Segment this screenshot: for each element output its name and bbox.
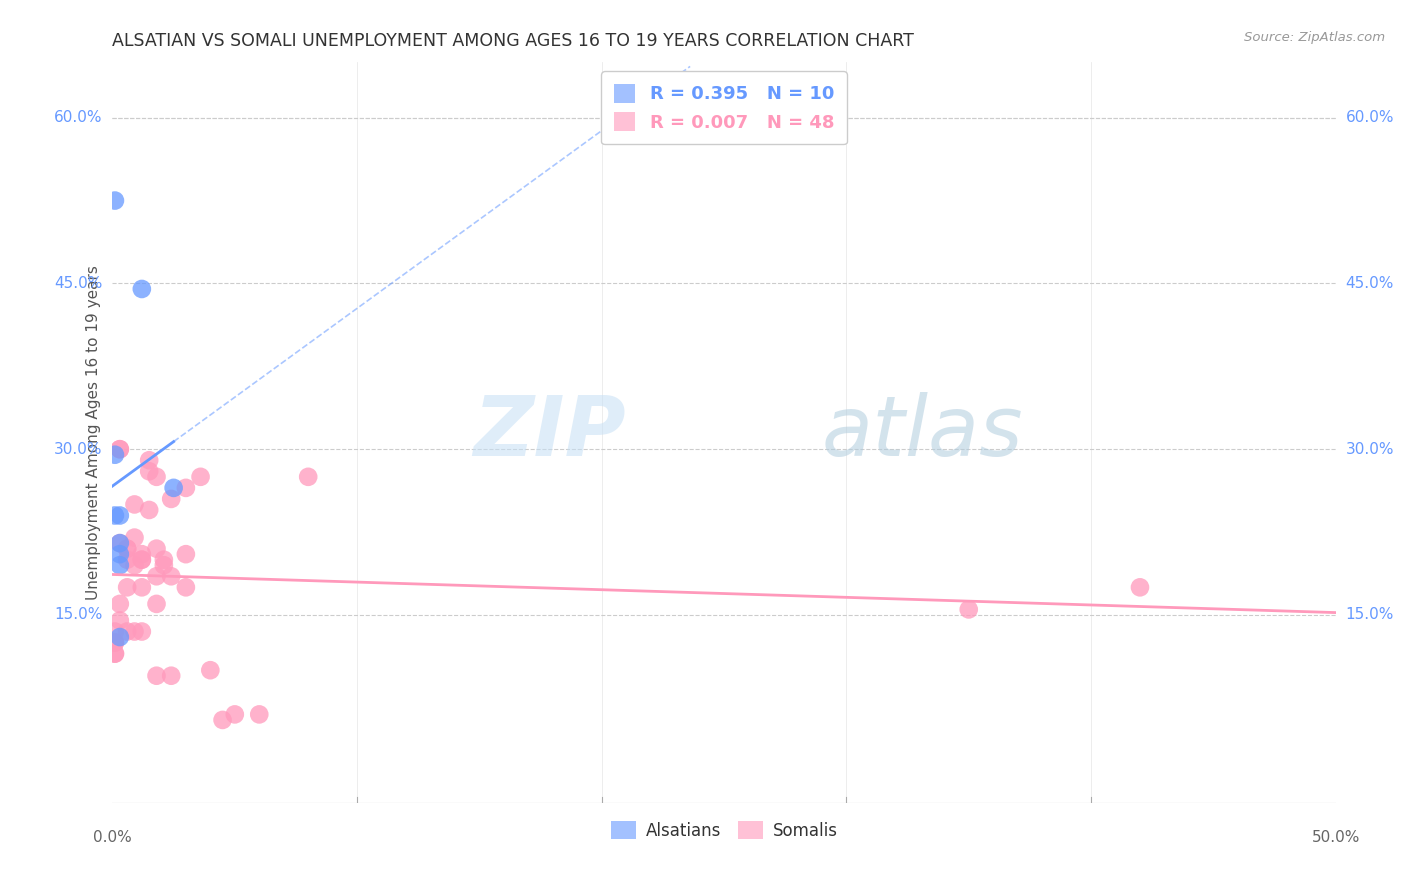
Point [104,647,127,661]
Point [174,580,197,594]
Point [104,194,127,208]
Point [124,531,146,545]
Point [131,547,153,561]
Point [145,669,167,683]
Point [131,552,153,566]
Point [124,624,146,639]
Point [115,552,138,566]
Text: 45.0%: 45.0% [55,276,103,291]
Point [1129,580,1152,594]
Point [153,558,176,573]
Text: ALSATIAN VS SOMALI UNEMPLOYMENT AMONG AGES 16 TO 19 YEARS CORRELATION CHART: ALSATIAN VS SOMALI UNEMPLOYMENT AMONG AG… [112,32,914,50]
Point [115,541,138,556]
Point [108,442,131,457]
Point [145,470,167,484]
Point [163,481,186,495]
Point [115,624,138,639]
Point [131,282,153,296]
Point [160,669,183,683]
Point [160,491,183,506]
Text: ZIP: ZIP [474,392,626,473]
Y-axis label: Unemployment Among Ages 16 to 19 years: Unemployment Among Ages 16 to 19 years [86,265,101,600]
Point [108,536,131,550]
Point [153,552,176,566]
Text: 60.0%: 60.0% [55,111,103,125]
Point [160,569,183,583]
Point [247,707,270,722]
Point [138,464,160,478]
Point [131,580,153,594]
Text: Source: ZipAtlas.com: Source: ZipAtlas.com [1244,31,1385,45]
Legend: Alsatians, Somalis: Alsatians, Somalis [605,814,844,847]
Point [297,470,319,484]
Text: 0.0%: 0.0% [93,830,132,846]
Point [174,547,197,561]
Point [124,558,146,573]
Text: 30.0%: 30.0% [1346,442,1393,457]
Point [108,536,131,550]
Point [145,541,167,556]
Text: 45.0%: 45.0% [1346,276,1393,291]
Point [131,552,153,566]
Text: 30.0%: 30.0% [55,442,103,457]
Point [104,508,127,523]
Point [108,597,131,611]
Point [138,453,160,467]
Text: 50.0%: 50.0% [1312,830,1360,846]
Point [224,707,246,722]
Point [104,448,127,462]
Point [104,635,127,649]
Point [115,541,138,556]
Point [108,508,131,523]
Point [957,602,980,616]
Text: 15.0%: 15.0% [1346,607,1393,623]
Point [131,624,153,639]
Text: 60.0%: 60.0% [1346,111,1393,125]
Point [211,713,233,727]
Point [174,481,197,495]
Point [104,635,127,649]
Text: atlas: atlas [823,392,1024,473]
Point [104,624,127,639]
Point [124,498,146,512]
Point [108,558,131,573]
Point [145,569,167,583]
Point [145,597,167,611]
Point [190,470,212,484]
Point [115,580,138,594]
Point [104,647,127,661]
Point [108,614,131,628]
Point [108,442,131,457]
Point [108,630,131,644]
Point [200,663,222,677]
Point [108,547,131,561]
Text: 15.0%: 15.0% [55,607,103,623]
Point [138,503,160,517]
